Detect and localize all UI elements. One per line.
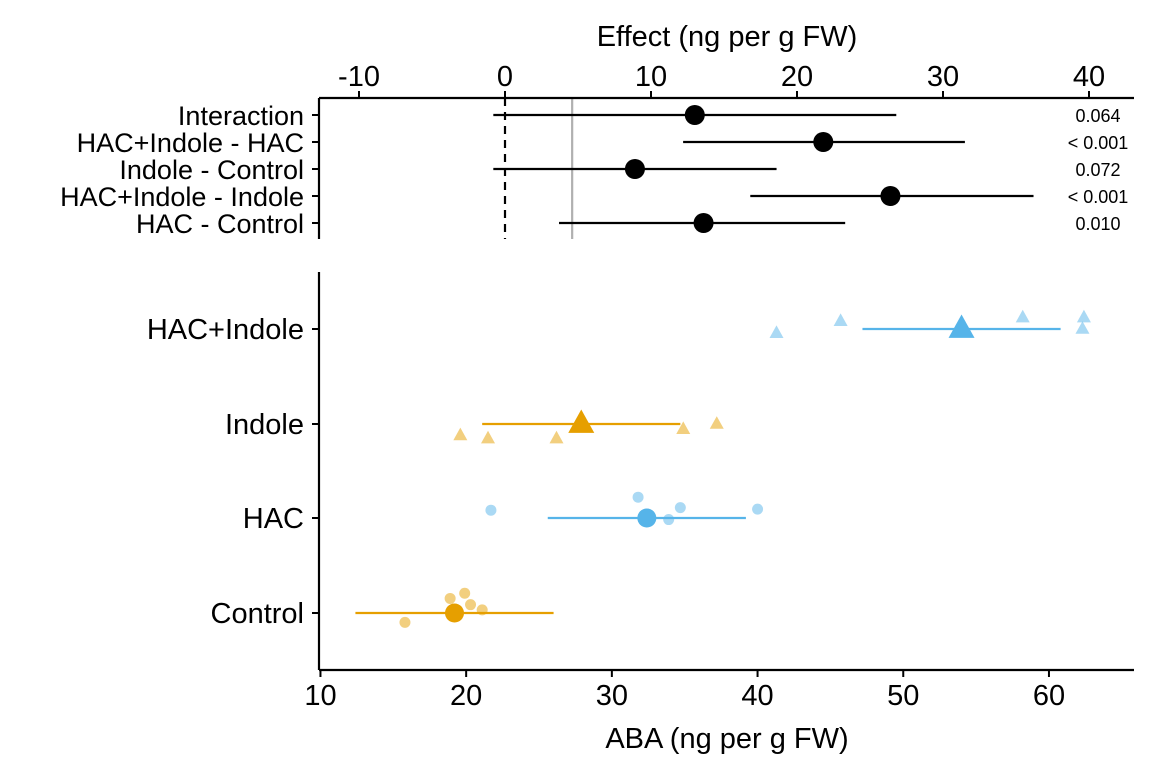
- effect-axis-title: Effect (ng per g FW): [597, 21, 858, 53]
- aba-replicate-point: [399, 616, 411, 628]
- effect-p-value: 0.064: [1075, 106, 1120, 126]
- effect-estimate-point: [693, 213, 714, 233]
- aba-replicate-point: [709, 416, 724, 429]
- effect-row-label: HAC+Indole - Indole: [60, 182, 304, 212]
- aba-category-label: HAC+Indole: [147, 314, 304, 346]
- aba-x-tick-label: 20: [450, 680, 482, 712]
- effect-estimate-point: [684, 105, 705, 125]
- effect-row-label: HAC - Control: [136, 209, 304, 239]
- aba-replicate-point: [444, 592, 456, 604]
- effect-axis-ticks: -10 0 10 20 30 40: [338, 61, 1105, 98]
- effect-row-label: Interaction: [178, 101, 304, 131]
- aba-mean-point: [568, 409, 595, 433]
- aba-category-label: Control: [211, 598, 305, 630]
- effect-estimate-point: [624, 159, 645, 179]
- aba-replicate-point: [676, 421, 691, 434]
- effect-p-value: 0.010: [1075, 214, 1120, 234]
- aba-mean-point: [637, 508, 657, 528]
- effect-x-tick-label: -10: [338, 61, 380, 93]
- effect-x-tick-label: 40: [1073, 61, 1105, 93]
- aba-group: [355, 587, 554, 628]
- effect-p-value: < 0.001: [1068, 133, 1129, 153]
- aba-replicate-point: [1075, 321, 1090, 334]
- aba-axis-ticks: 10 20 30 40 50 60 HAC+Indole Indole HAC Control: [147, 314, 1065, 712]
- aba-group: [769, 309, 1091, 338]
- aba-replicate-point: [453, 427, 468, 441]
- aba-mean-point: [948, 314, 975, 338]
- effect-x-tick-label: 20: [781, 61, 813, 93]
- aba-replicate-point: [833, 313, 848, 326]
- aba-replicate-point: [1076, 309, 1091, 323]
- effect-estimate-point: [880, 186, 901, 206]
- aba-x-tick-label: 60: [1033, 680, 1065, 712]
- aba-category-label: HAC: [243, 503, 304, 535]
- effect-x-tick-label: 30: [927, 61, 959, 93]
- effect-x-tick-label: 10: [635, 61, 667, 93]
- aba-x-tick-label: 10: [304, 680, 336, 712]
- effect-x-tick-label: 0: [497, 61, 513, 93]
- aba-x-tick-label: 50: [887, 680, 919, 712]
- aba-replicate-point: [465, 599, 477, 611]
- effect-row-label: HAC+Indole - HAC: [77, 128, 304, 158]
- effect-rows: Interaction 0.064 HAC+Indole - HAC < 0.001 I…: [60, 101, 1128, 239]
- effect-estimate-point: [813, 132, 834, 152]
- aba-replicate-point: [481, 430, 496, 444]
- aba-mean-point: [445, 603, 465, 623]
- aba-replicate-point: [632, 491, 644, 503]
- aba-x-tick-label: 40: [741, 680, 773, 712]
- aba-replicate-point: [549, 430, 564, 444]
- aba-replicate-point: [459, 587, 471, 599]
- aba-replicate-point: [485, 504, 497, 516]
- effect-row-label: Indole - Control: [119, 155, 304, 185]
- aba-replicate-point: [663, 514, 675, 526]
- effect-p-value: 0.072: [1075, 160, 1120, 180]
- aba-category-label: Indole: [225, 409, 304, 441]
- aba-x-tick-label: 30: [596, 680, 628, 712]
- aba-group: [453, 409, 724, 444]
- effect-p-value: < 0.001: [1068, 187, 1129, 207]
- aba-replicate-point: [769, 325, 784, 338]
- aba-replicate-point: [752, 503, 764, 515]
- aba-group: [485, 491, 764, 528]
- aba-groups: [355, 309, 1091, 628]
- effect-forest-plot: Effect (ng per g FW) -10 0 10 20 30 40 Intera…: [60, 21, 1134, 239]
- aba-replicate-point: [674, 502, 686, 514]
- aba-axis-title: ABA (ng per g FW): [605, 723, 848, 755]
- aba-dot-plot: 10 20 30 40 50 60 HAC+Indole Indole HAC Control A…: [147, 272, 1134, 755]
- aba-replicate-point: [1015, 309, 1030, 323]
